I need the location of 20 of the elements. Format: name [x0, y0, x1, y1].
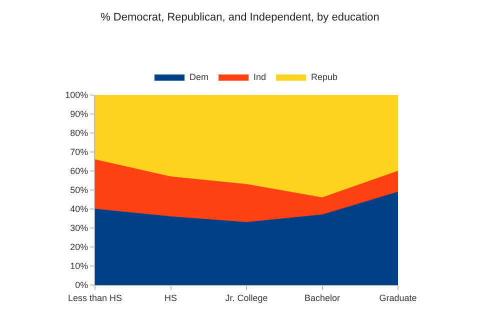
y-tick-label: 70%	[70, 147, 88, 158]
x-tick-label: Jr. College	[225, 292, 268, 303]
y-tick-label: 60%	[70, 166, 88, 176]
x-tick-label: Less than HS	[68, 292, 122, 303]
x-tick-label: Bachelor	[304, 292, 340, 303]
legend-label: Dem	[190, 72, 209, 82]
y-tick-label: 80%	[70, 128, 88, 138]
y-tick-label: 100%	[65, 90, 88, 100]
y-tick-label: 30%	[70, 223, 88, 234]
y-tick-label: 40%	[70, 204, 88, 214]
y-tick-label: 20%	[70, 242, 88, 252]
y-tick-label: 10%	[70, 261, 88, 272]
legend-label: Repub	[311, 72, 338, 82]
x-tick-label: HS	[164, 292, 178, 303]
y-tick-label: 0%	[75, 280, 88, 290]
x-tick-label: Graduate	[379, 292, 417, 303]
y-tick-label: 50%	[70, 185, 88, 196]
legend-label: Ind	[254, 72, 266, 82]
y-tick-label: 90%	[70, 109, 88, 120]
chart-title: % Democrat, Republican, and Independent, by education	[100, 12, 380, 24]
